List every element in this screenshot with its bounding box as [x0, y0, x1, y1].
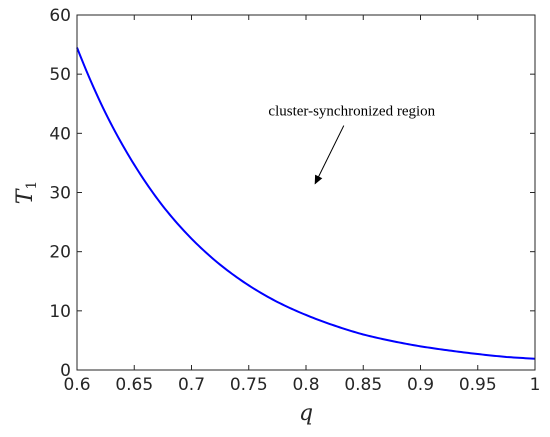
- y-axis-label-main: T: [13, 187, 38, 204]
- x-tick-label: 0.75: [230, 375, 268, 395]
- y-tick-label: 50: [49, 65, 71, 85]
- y-tick-label: 10: [49, 302, 71, 322]
- x-axis-label: q: [299, 401, 313, 426]
- x-tick-label: 0.65: [115, 375, 153, 395]
- x-tick-label: 0.7: [178, 375, 205, 395]
- x-tick-label: 0.6: [63, 375, 90, 395]
- y-tick-label: 30: [49, 184, 71, 204]
- series-layer: [76, 47, 536, 360]
- y-tick-label: 20: [49, 243, 71, 263]
- y-tick-label: 60: [49, 6, 71, 26]
- plot-frame: [76, 14, 536, 371]
- annotation-arrow: [314, 125, 345, 185]
- x-tick-label: 0.85: [344, 375, 382, 395]
- y-axis-label-subscript: 1: [24, 181, 40, 190]
- y-axis-label: T1: [13, 181, 40, 205]
- annotation-text: cluster-synchronized region: [268, 104, 435, 120]
- x-tick-label: 0.9: [407, 375, 434, 395]
- y-tick-label: 40: [49, 124, 71, 144]
- y-tick-label: 0: [60, 361, 71, 381]
- series-line-0: [76, 47, 536, 360]
- labels-layer: q T1: [13, 181, 313, 426]
- ticks-layer: 0.6 0.65 0.7 0.75 0.8 0.85 0.9 0.95 101020304050…: [49, 6, 540, 395]
- x-tick-label: 0.8: [292, 375, 319, 395]
- x-tick-label: 1: [530, 375, 541, 395]
- x-tick-label: 0.95: [459, 375, 497, 395]
- annotation-layer: cluster-synchronized region: [268, 104, 436, 185]
